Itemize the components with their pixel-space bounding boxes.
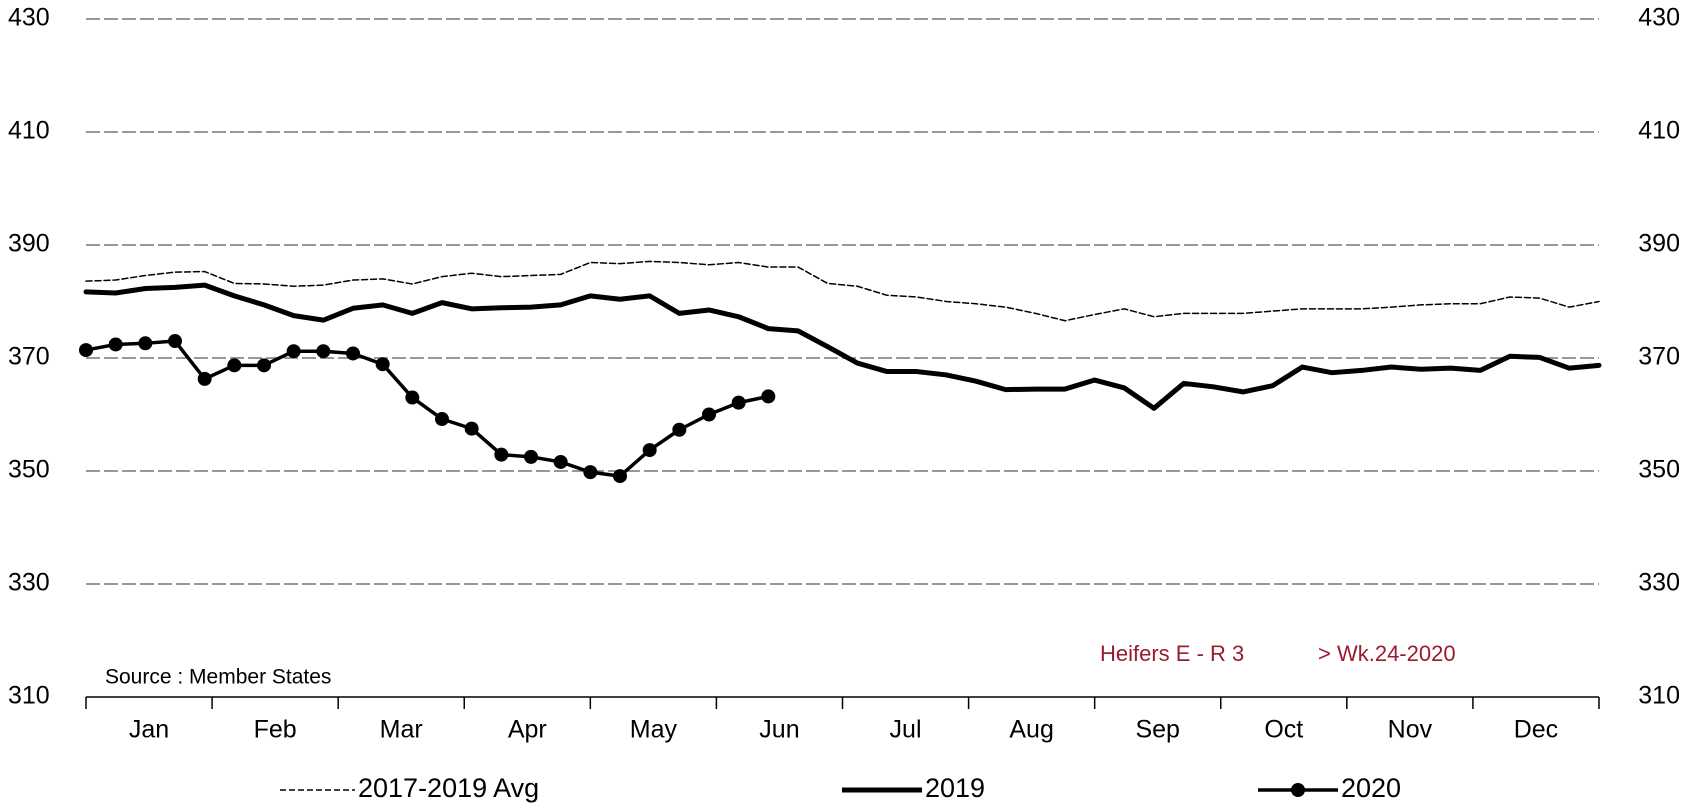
y-tick-label: 390 xyxy=(8,230,50,258)
x-tick-label: Jun xyxy=(759,716,799,744)
data-point xyxy=(257,358,271,373)
data-point xyxy=(375,357,390,372)
data-point xyxy=(197,371,212,386)
x-tick-label: Sep xyxy=(1135,716,1179,744)
x-tick-label: Oct xyxy=(1264,716,1303,744)
x-tick-label: Jul xyxy=(890,716,922,744)
y-tick-label: 430 xyxy=(8,4,50,32)
source-note: Source : Member States xyxy=(105,666,331,689)
data-point xyxy=(405,390,420,405)
x-tick-label: Mar xyxy=(380,716,423,744)
data-point xyxy=(761,389,776,404)
y2-tick-label: 330 xyxy=(1638,569,1680,597)
legend-label: 2017-2019 Avg xyxy=(358,773,539,803)
data-point xyxy=(642,443,657,458)
data-point xyxy=(316,344,331,359)
y-tick-label: 350 xyxy=(8,456,50,484)
legend-label: 2019 xyxy=(925,773,985,803)
data-point xyxy=(553,454,568,469)
data-point xyxy=(168,334,182,349)
data-point xyxy=(138,336,153,351)
y2-tick-label: 410 xyxy=(1638,117,1680,145)
series-line xyxy=(85,260,1600,322)
x-tick-label: Feb xyxy=(254,716,297,744)
data-point xyxy=(435,412,449,427)
series-line xyxy=(83,282,1602,411)
y-tick-label: 330 xyxy=(8,569,50,597)
y2-tick-label: 430 xyxy=(1638,4,1680,32)
y-tick-label: 370 xyxy=(8,343,50,371)
series-line xyxy=(84,339,771,478)
y2-tick-label: 390 xyxy=(1638,230,1680,258)
data-point xyxy=(494,447,509,462)
x-tick-label: Nov xyxy=(1388,716,1433,744)
data-point xyxy=(524,449,538,464)
y-tick-label: 410 xyxy=(8,117,50,145)
annotation: > Wk.24-2020 xyxy=(1318,641,1456,666)
data-point xyxy=(702,407,716,422)
x-tick-label: May xyxy=(630,716,678,744)
x-tick-label: Dec xyxy=(1514,716,1558,744)
data-point xyxy=(583,465,598,480)
data-point xyxy=(108,337,123,352)
x-tick-label: Aug xyxy=(1009,716,1053,744)
data-point xyxy=(227,358,242,373)
data-point xyxy=(346,346,360,361)
y-tick-label: 310 xyxy=(8,682,50,710)
x-tick-label: Apr xyxy=(508,716,547,744)
y2-tick-label: 350 xyxy=(1638,456,1680,484)
data-point xyxy=(286,344,301,359)
y2-tick-label: 370 xyxy=(1638,343,1680,371)
data-point xyxy=(79,343,93,358)
data-point xyxy=(672,422,687,437)
y2-tick-label: 310 xyxy=(1638,682,1680,710)
annotation: Heifers E - R 3 xyxy=(1100,641,1244,666)
data-point xyxy=(464,421,479,436)
legend-marker xyxy=(1291,783,1305,797)
x-tick-label: Jan xyxy=(129,716,169,744)
data-point xyxy=(731,395,746,410)
legend-label: 2020 xyxy=(1341,773,1401,803)
data-point xyxy=(613,469,627,484)
